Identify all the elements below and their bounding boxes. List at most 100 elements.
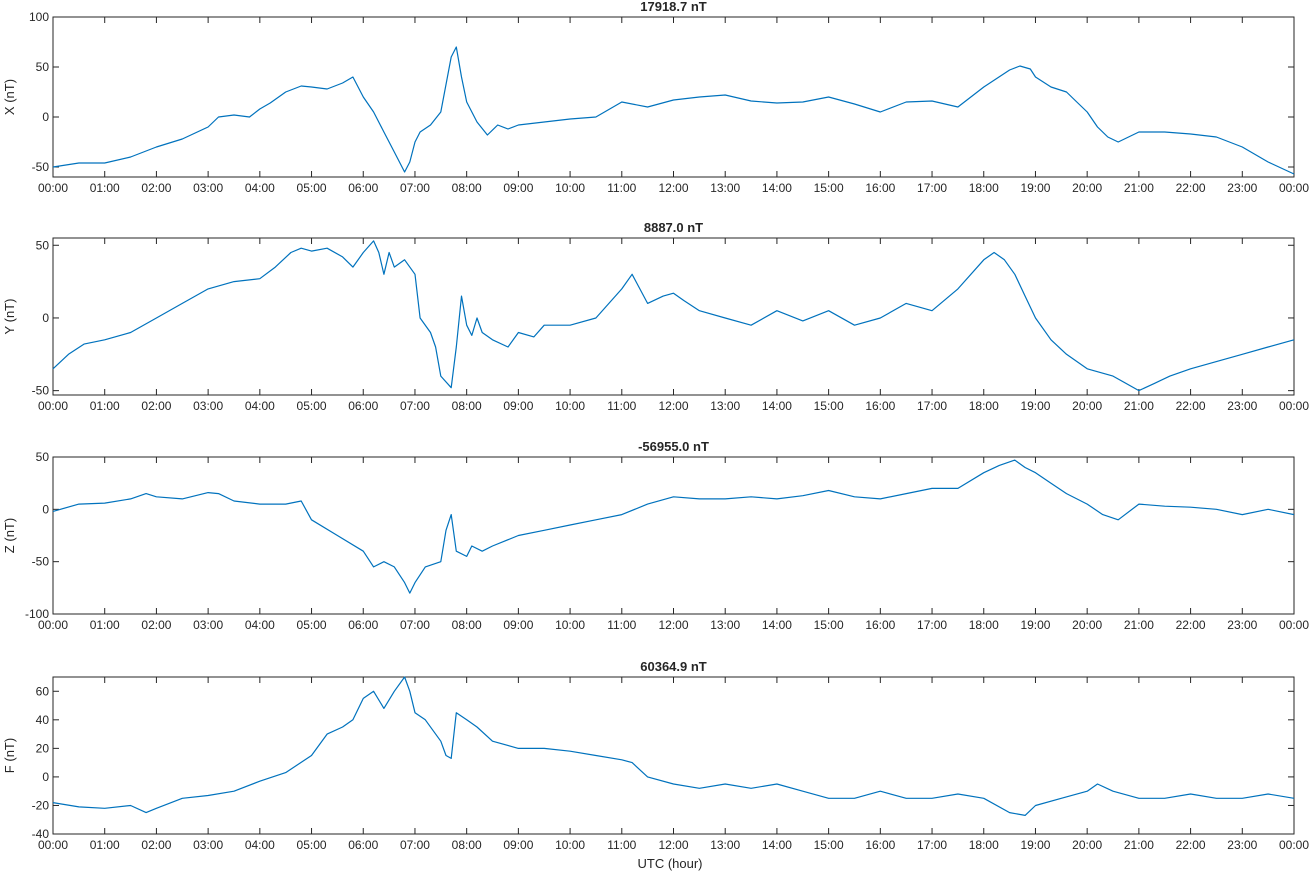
x-tick-label: 13:00 xyxy=(710,399,740,413)
x-tick-label: 18:00 xyxy=(969,838,999,852)
x-tick-label: 10:00 xyxy=(555,181,585,195)
x-tick-label: 12:00 xyxy=(658,399,688,413)
x-tick-label: 09:00 xyxy=(503,181,533,195)
x-tick-label: 13:00 xyxy=(710,618,740,632)
x-tick-label: 08:00 xyxy=(452,399,482,413)
x-tick-label: 15:00 xyxy=(814,181,844,195)
x-tick-label: 01:00 xyxy=(90,618,120,632)
x-tick-label: 07:00 xyxy=(400,399,430,413)
chart-title: 60364.9 nT xyxy=(640,659,707,674)
x-tick-label: 15:00 xyxy=(814,838,844,852)
x-tick-label: 22:00 xyxy=(1176,181,1206,195)
x-tick-label: 22:00 xyxy=(1176,838,1206,852)
x-tick-label: 00:00 xyxy=(38,399,68,413)
x-tick-label: 15:00 xyxy=(814,399,844,413)
x-tick-label: 17:00 xyxy=(917,399,947,413)
x-tick-label: 04:00 xyxy=(245,181,275,195)
y-tick-label: 50 xyxy=(36,450,50,464)
x-tick-label: 11:00 xyxy=(607,618,636,632)
x-tick-label: 10:00 xyxy=(555,838,585,852)
x-tick-label: 11:00 xyxy=(607,181,636,195)
x-tick-label: 17:00 xyxy=(917,838,947,852)
x-tick-label: 02:00 xyxy=(141,399,171,413)
x-tick-label: 02:00 xyxy=(141,181,171,195)
y-tick-label: 0 xyxy=(42,770,49,784)
y-axis-label: X (nT) xyxy=(2,79,17,115)
x-tick-label: 04:00 xyxy=(245,399,275,413)
x-tick-label: 04:00 xyxy=(245,618,275,632)
x-tick-label: 08:00 xyxy=(452,838,482,852)
x-tick-label: 16:00 xyxy=(865,181,895,195)
x-tick-label: 03:00 xyxy=(193,181,223,195)
x-tick-label: 08:00 xyxy=(452,618,482,632)
x-tick-label: 14:00 xyxy=(762,838,792,852)
x-tick-label: 01:00 xyxy=(90,399,120,413)
x-tick-label: 23:00 xyxy=(1227,838,1257,852)
x-tick-label: 16:00 xyxy=(865,399,895,413)
chart-panel: 17918.7 nT 00:00 01:00 02:00 03:00 04:00 05:00… xyxy=(2,0,1309,195)
y-tick-label: 40 xyxy=(36,713,50,727)
x-tick-label: 11:00 xyxy=(607,838,636,852)
x-tick-label: 19:00 xyxy=(1020,399,1050,413)
x-tick-label: 14:00 xyxy=(762,181,792,195)
x-tick-label: 18:00 xyxy=(969,618,999,632)
y-tick-label: 20 xyxy=(36,741,50,755)
x-tick-label: 23:00 xyxy=(1227,181,1257,195)
x-tick-label: 14:00 xyxy=(762,399,792,413)
x-tick-label: 21:00 xyxy=(1124,399,1154,413)
x-tick-label: 00:00 xyxy=(1279,181,1309,195)
y-tick-label: 60 xyxy=(36,684,50,698)
x-tick-label: 05:00 xyxy=(297,838,327,852)
x-tick-label: 10:00 xyxy=(555,618,585,632)
y-tick-label: -40 xyxy=(32,827,50,841)
x-tick-label: 00:00 xyxy=(1279,838,1309,852)
y-tick-label: 0 xyxy=(42,502,49,516)
x-tick-label: 15:00 xyxy=(814,618,844,632)
x-tick-label: 20:00 xyxy=(1072,838,1102,852)
plot-area xyxy=(52,237,1295,396)
x-tick-label: 20:00 xyxy=(1072,399,1102,413)
y-tick-label: -20 xyxy=(32,798,50,812)
x-tick-label: 02:00 xyxy=(141,838,171,852)
x-tick-label: 00:00 xyxy=(38,838,68,852)
y-axis-label: Z (nT) xyxy=(2,518,17,553)
x-tick-label: 05:00 xyxy=(297,618,327,632)
series-line xyxy=(52,459,1295,594)
y-tick-label: -50 xyxy=(32,160,50,174)
x-tick-label: 06:00 xyxy=(348,618,378,632)
plot-area xyxy=(52,456,1295,615)
x-tick-label: 06:00 xyxy=(348,181,378,195)
x-tick-label: 05:00 xyxy=(297,181,327,195)
series-line xyxy=(52,240,1295,392)
x-tick-label: 00:00 xyxy=(1279,399,1309,413)
x-tick-label: 14:00 xyxy=(762,618,792,632)
x-tick-label: 19:00 xyxy=(1020,838,1050,852)
x-tick-label: 13:00 xyxy=(710,838,740,852)
x-tick-label: 01:00 xyxy=(90,838,120,852)
chart-title: 17918.7 nT xyxy=(640,0,707,14)
y-tick-label: 0 xyxy=(42,311,49,325)
x-tick-label: 07:00 xyxy=(400,181,430,195)
chart-panel: 60364.9 nT 00:00 01:00 02:00 03:00 04:00 05:00… xyxy=(2,659,1309,852)
x-tick-label: 18:00 xyxy=(969,399,999,413)
y-axis-label: Y (nT) xyxy=(2,299,17,335)
x-tick-label: 22:00 xyxy=(1176,399,1206,413)
x-tick-label: 00:00 xyxy=(1279,618,1309,632)
y-tick-label: -100 xyxy=(25,607,49,621)
chart-panel: 8887.0 nT 00:00 01:00 02:00 03:00 04:00 05:00 0… xyxy=(2,220,1309,413)
x-tick-label: 21:00 xyxy=(1124,181,1154,195)
chart-panel: -56955.0 nT 00:00 01:00 02:00 03:00 04:00 05:0… xyxy=(2,439,1309,632)
x-tick-label: 00:00 xyxy=(38,181,68,195)
x-tick-label: 09:00 xyxy=(503,399,533,413)
x-tick-label: 08:00 xyxy=(452,181,482,195)
x-tick-label: 21:00 xyxy=(1124,618,1154,632)
x-tick-label: 23:00 xyxy=(1227,399,1257,413)
x-tick-label: 03:00 xyxy=(193,838,223,852)
chart-title: -56955.0 nT xyxy=(638,439,709,454)
x-tick-label: 21:00 xyxy=(1124,838,1154,852)
x-tick-label: 23:00 xyxy=(1227,618,1257,632)
x-tick-label: 07:00 xyxy=(400,838,430,852)
x-tick-label: 12:00 xyxy=(658,618,688,632)
y-tick-label: 50 xyxy=(36,238,50,252)
